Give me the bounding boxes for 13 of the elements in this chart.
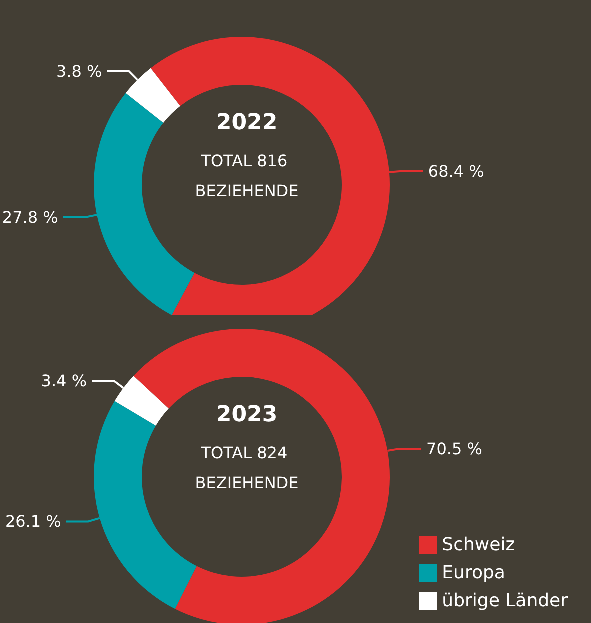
legend-label: Schweiz (442, 534, 516, 556)
data-label: 26.1 % (5, 512, 62, 532)
data-label: 27.8 % (2, 208, 58, 227)
data-label: 3.4 % (41, 371, 88, 390)
legend-label: übrige Länder (442, 590, 569, 612)
data-label: 3.8 % (56, 62, 102, 82)
text: TOTAL 816 BEZIEHENDE (195, 152, 299, 200)
data-label: 70.5 % (426, 439, 482, 458)
legend-label: Europa (442, 562, 506, 584)
data-label: 68.4 % (428, 162, 484, 181)
text: 2022 (216, 110, 278, 136)
text: 2023 (216, 402, 278, 428)
text: TOTAL 824 BEZIEHENDE (195, 444, 299, 492)
